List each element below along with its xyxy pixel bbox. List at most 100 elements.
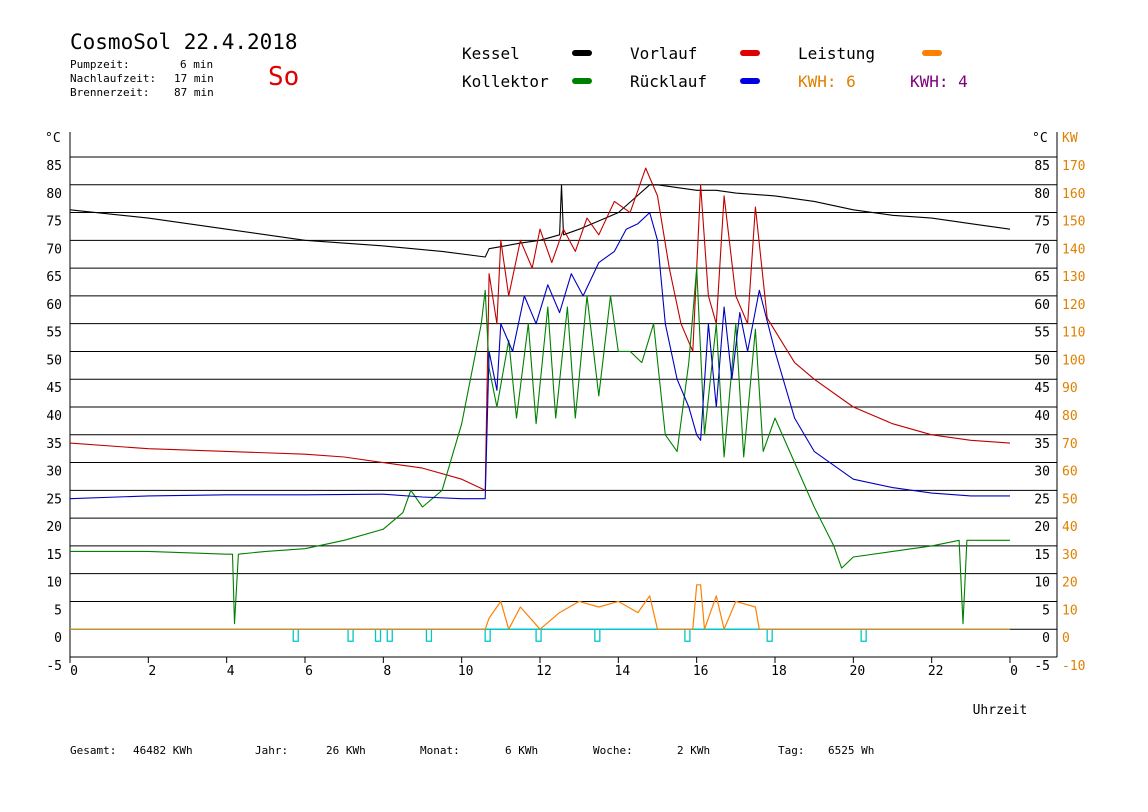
x-tick-label: 14: [615, 664, 631, 679]
y-tick-label-right: 0: [1042, 631, 1050, 646]
legend-kwh-leistung: KWH: 6: [798, 72, 856, 91]
y-tick-label-right: -5: [1034, 659, 1050, 674]
y-tick-label-kw: 10: [1062, 603, 1078, 618]
y-tick-label-right: 40: [1034, 409, 1050, 424]
x-tick-label: 8: [383, 664, 391, 679]
footer-gesamt-label: Gesamt:: [70, 744, 117, 757]
y-tick-label-left: -5: [46, 659, 62, 674]
y-tick-label-left: 60: [46, 298, 62, 313]
pump-pulse: [766, 628, 773, 642]
y-tick-label-left: 0: [54, 631, 62, 646]
x-tick-label: 12: [536, 664, 552, 679]
pump-pulse: [292, 628, 299, 642]
y-tick-label-left: 50: [46, 353, 62, 368]
y-tick-label-left: 25: [46, 492, 62, 507]
legend-kwh-second: KWH: 4: [910, 72, 968, 91]
y-tick-label-kw: 150: [1062, 215, 1085, 230]
y-tick-label-right: 85: [1034, 159, 1050, 174]
x-tick-label: 18: [771, 664, 787, 679]
y-tick-label-right: 5: [1042, 603, 1050, 618]
pump-pulse: [374, 628, 382, 642]
y-tick-label-right: 15: [1034, 548, 1050, 563]
pump-pulse: [347, 628, 354, 642]
pump-pulse: [860, 628, 867, 642]
x-axis-title: Uhrzeit: [973, 703, 1028, 718]
legend-vorlauf-label: Vorlauf: [630, 44, 698, 63]
x-tick-label: 0: [1010, 664, 1018, 679]
y-tick-label-right: 10: [1034, 576, 1050, 591]
y-tick-label-kw: 100: [1062, 353, 1085, 368]
y-tick-label-kw: 160: [1062, 187, 1085, 202]
y-tick-label-right: 60: [1034, 298, 1050, 313]
footer-monat-value: 6 KWh: [505, 744, 539, 757]
y-tick-label-left: 65: [46, 270, 62, 285]
series-line-leistung: [70, 584, 1010, 630]
legend-kollektor-swatch: [572, 78, 592, 84]
pump-pulse: [594, 628, 601, 642]
stat-value-nachlaufzeit: 17 min: [174, 72, 214, 85]
pump-pulse: [535, 628, 542, 642]
x-tick-label: 10: [458, 664, 474, 679]
y-tick-label-kw: 70: [1062, 437, 1078, 452]
x-tick-label: 20: [850, 664, 866, 679]
y-tick-label-left: 5: [54, 603, 62, 618]
y-tick-label-left: 70: [46, 242, 62, 257]
y-tick-label-kw: 110: [1062, 326, 1085, 341]
y-axis-unit-kw: KW: [1062, 131, 1078, 146]
legend-leistung-label: Leistung: [798, 44, 876, 63]
y-tick-label-left: 80: [46, 187, 62, 202]
series-line-vorlauf: [69, 167, 1011, 491]
y-tick-label-left: 40: [46, 409, 62, 424]
y-tick-label-left: 10: [46, 576, 62, 591]
y-tick-label-right: 30: [1034, 465, 1050, 480]
y-tick-label-right: 35: [1034, 437, 1050, 452]
y-tick-label-right: 55: [1034, 326, 1050, 341]
y-tick-label-kw: 30: [1062, 548, 1078, 563]
y-tick-label-left: 85: [46, 159, 62, 174]
y-tick-label-kw: 20: [1062, 576, 1078, 591]
series-line-kollektor: [70, 267, 1010, 625]
footer-jahr-label: Jahr:: [255, 744, 289, 757]
y-tick-label-kw: 0: [1062, 631, 1070, 646]
y-tick-label-right: 80: [1034, 187, 1050, 202]
y-tick-label-kw: 170: [1062, 159, 1085, 174]
y-tick-label-kw: 60: [1062, 465, 1078, 480]
x-tick-label: 16: [693, 664, 709, 679]
y-tick-label-kw: 90: [1062, 381, 1078, 396]
y-tick-label-right: 65: [1034, 270, 1050, 285]
y-tick-label-kw: 130: [1062, 270, 1085, 285]
footer-woche-label: Woche:: [593, 744, 633, 757]
y-tick-label-left: 20: [46, 520, 62, 535]
y-axis-unit-right: °C: [1032, 131, 1048, 146]
y-tick-label-left: 75: [46, 215, 62, 230]
legend-kollektor-label: Kollektor: [462, 72, 549, 91]
x-tick-label: 0: [70, 664, 78, 679]
pump-pulse: [386, 628, 393, 642]
footer-tag-value: 6525 Wh: [828, 744, 875, 757]
legend-vorlauf-swatch: [740, 50, 760, 56]
y-tick-label-left: 45: [46, 381, 62, 396]
legend-kessel-label: Kessel: [462, 44, 520, 63]
y-tick-label-right: 20: [1034, 520, 1050, 535]
series-line-rcklauf: [69, 212, 1010, 500]
stat-value-brennerzeit: 87 min: [174, 86, 214, 99]
y-tick-label-left: 30: [46, 465, 62, 480]
x-tick-label: 22: [928, 664, 944, 679]
y-tick-label-kw: -10: [1062, 659, 1085, 674]
footer-woche-value: 2 KWh: [677, 744, 711, 757]
y-axis-unit-left: °C: [45, 131, 61, 146]
x-tick-label: 4: [227, 664, 235, 679]
stat-label-pumpzeit: Pumpzeit:: [70, 58, 130, 71]
pump-pulse: [684, 628, 691, 642]
y-tick-label-kw: 120: [1062, 298, 1085, 313]
footer-jahr-value: 26 KWh: [326, 744, 366, 757]
stat-value-pumpzeit: 6 min: [180, 58, 214, 71]
pump-pulse: [484, 628, 491, 642]
stat-label-nachlaufzeit: Nachlaufzeit:: [70, 72, 157, 85]
y-tick-label-kw: 40: [1062, 520, 1078, 535]
y-tick-label-right: 45: [1034, 381, 1050, 396]
legend-ruecklauf-label: Rücklauf: [630, 72, 708, 91]
pump-pulse: [425, 628, 433, 642]
footer-tag-label: Tag:: [778, 744, 805, 757]
